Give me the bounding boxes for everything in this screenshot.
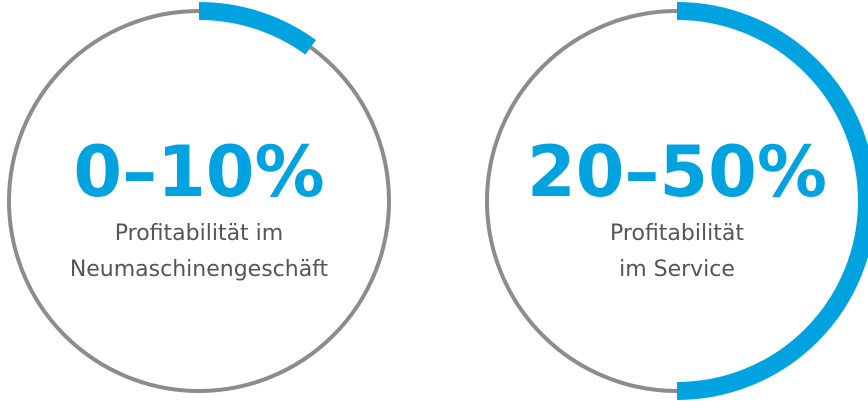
gauge-value-label: 0–10% — [73, 131, 324, 213]
gauge-new-machines: 0–10% Profitabilität im Neumaschinengesc… — [7, 2, 391, 393]
gauge-caption-line-2: im Service — [619, 257, 735, 282]
gauge-service: 20–50% Profitabilität im Service — [485, 2, 868, 400]
gauge-value-arc — [676, 2, 868, 400]
gauge-value-arc — [198, 2, 316, 55]
gauge-caption-line-1: Profitabilität im — [115, 221, 283, 246]
gauge-value-label: 20–50% — [527, 131, 827, 213]
gauge-caption-line-2: Neumaschinengeschäft — [70, 257, 329, 282]
gauge-caption-line-1: Profitabilität — [610, 221, 744, 246]
